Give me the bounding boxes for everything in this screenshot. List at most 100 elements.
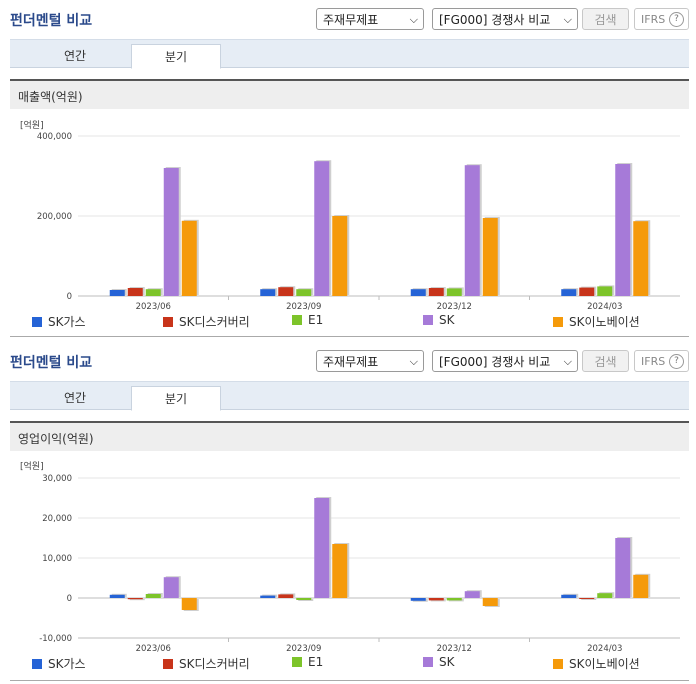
y-tick-label: 30,000	[42, 474, 72, 484]
legend-label: E1	[308, 313, 324, 327]
statement-select[interactable]: 주재무제표 ⌵	[316, 8, 424, 30]
bar-sk-2023-06[interactable]	[163, 577, 179, 598]
bar-e1-2023-09[interactable]	[296, 598, 312, 600]
bar-sk이노베이션-2024-03[interactable]	[633, 574, 649, 598]
bar-sk-2024-03[interactable]	[615, 538, 631, 598]
search-button[interactable]: 검색	[582, 350, 629, 372]
legend-swatch	[292, 657, 302, 667]
panel-header: 펀더멘털 비교 주재무제표 ⌵ [FG000] 경쟁사 비교 ⌵ 검색 IFRS…	[0, 0, 696, 34]
bar-sk-2023-09[interactable]	[314, 498, 330, 598]
x-tick-label: 2023/09	[286, 644, 321, 654]
compare-select[interactable]: [FG000] 경쟁사 비교 ⌵	[432, 350, 578, 372]
bar-sk디스커버리-2023-06[interactable]	[127, 288, 143, 296]
bar-e1-2023-12[interactable]	[446, 598, 462, 601]
search-button[interactable]: 검색	[582, 8, 629, 30]
bar-sk-2023-09[interactable]	[314, 161, 330, 296]
bar-e1-2024-03[interactable]	[597, 286, 613, 296]
legend-label: SK디스커버리	[179, 315, 250, 329]
page-title: 펀더멘털 비교	[10, 13, 93, 29]
legend-item-sk[interactable]: SK	[423, 655, 455, 669]
legend-label: SK가스	[48, 657, 86, 671]
y-tick-label: 20,000	[42, 514, 72, 524]
bar-sk이노베이션-2023-06[interactable]	[181, 598, 197, 610]
tab-quarterly[interactable]: 분기	[131, 44, 221, 69]
legend-item-sk이노베이션[interactable]: SK이노베이션	[553, 655, 640, 672]
bar-sk가스-2024-03[interactable]	[561, 289, 577, 296]
help-icon[interactable]: ?	[669, 354, 684, 369]
bar-sk-2023-12[interactable]	[464, 165, 480, 296]
bar-sk디스커버리-2023-12[interactable]	[428, 598, 444, 601]
legend-label: SK	[439, 313, 455, 327]
chevron-down-icon: ⌵	[409, 355, 418, 368]
help-icon[interactable]: ?	[669, 12, 684, 27]
bar-e1-2023-09[interactable]	[296, 289, 312, 296]
bar-sk가스-2023-09[interactable]	[260, 289, 276, 296]
bar-sk이노베이션-2023-12[interactable]	[482, 598, 498, 606]
bar-sk이노베이션-2023-09[interactable]	[332, 544, 348, 598]
y-tick-label: 200,000	[37, 212, 72, 222]
bar-sk디스커버리-2023-06[interactable]	[127, 598, 143, 600]
x-tick-label: 2023/06	[136, 302, 171, 312]
revenue-chart: 0 200,000 400,000 2023/06 2023/09 2023/12 2024…	[37, 132, 680, 312]
bar-sk이노베이션-2023-12[interactable]	[482, 218, 498, 296]
bar-e1-2023-12[interactable]	[446, 288, 462, 296]
compare-select[interactable]: [FG000] 경쟁사 비교 ⌵	[432, 8, 578, 30]
legend-swatch	[423, 657, 433, 667]
bar-e1-2023-06[interactable]	[145, 289, 161, 296]
compare-select-value: [FG000] 경쟁사 비교	[439, 355, 551, 369]
legend-label: SK가스	[48, 315, 86, 329]
bar-sk디스커버리-2024-03[interactable]	[579, 287, 595, 296]
bar-sk디스커버리-2023-09[interactable]	[278, 287, 294, 296]
bar-sk-2023-12[interactable]	[464, 591, 480, 598]
bar-sk-2024-03[interactable]	[615, 164, 631, 296]
chart-legend: SK가스 SK디스커버리 E1 SK SK이노베이션	[0, 655, 696, 673]
ifrs-label: IFRS	[641, 355, 666, 368]
bar-sk-2023-06[interactable]	[163, 168, 179, 296]
legend-swatch	[32, 659, 42, 669]
legend-item-e1[interactable]: E1	[292, 313, 323, 327]
bar-sk가스-2024-03[interactable]	[561, 594, 577, 598]
bar-sk디스커버리-2024-03[interactable]	[579, 598, 595, 599]
bar-sk이노베이션-2024-03[interactable]	[633, 221, 649, 296]
tab-quarterly[interactable]: 분기	[131, 386, 221, 411]
legend-item-e1[interactable]: E1	[292, 655, 323, 669]
bar-sk가스-2023-06[interactable]	[109, 290, 125, 296]
legend-item-sk가스[interactable]: SK가스	[32, 313, 86, 330]
legend-item-sk이노베이션[interactable]: SK이노베이션	[553, 313, 640, 330]
chart-legend: SK가스 SK디스커버리 E1 SK SK이노베이션	[0, 313, 696, 331]
y-tick-label: 0	[67, 292, 72, 302]
legend-label: E1	[308, 655, 324, 669]
statement-select[interactable]: 주재무제표 ⌵	[316, 350, 424, 372]
bar-e1-2023-06[interactable]	[145, 594, 161, 598]
bar-shadow	[129, 599, 145, 601]
x-tick-label: 2023/12	[437, 302, 472, 312]
legend-swatch	[553, 659, 563, 669]
bar-sk이노베이션-2023-09[interactable]	[332, 216, 348, 296]
bar-e1-2024-03[interactable]	[597, 593, 613, 598]
legend-item-sk가스[interactable]: SK가스	[32, 655, 86, 672]
legend-swatch	[32, 317, 42, 327]
ifrs-button[interactable]: IFRS ?	[634, 8, 689, 30]
tab-annual[interactable]: 연간	[63, 391, 87, 405]
y-tick-label: 0	[67, 594, 72, 604]
y-tick-label: -10,000	[39, 634, 72, 644]
bar-sk이노베이션-2023-06[interactable]	[181, 220, 197, 296]
bar-sk가스-2023-12[interactable]	[410, 598, 426, 601]
period-tabs: 연간 분기	[10, 39, 689, 69]
bar-sk가스-2023-06[interactable]	[109, 594, 125, 598]
unit-label: [억원]	[20, 462, 44, 472]
legend-item-sk디스커버리[interactable]: SK디스커버리	[163, 655, 250, 672]
ifrs-button[interactable]: IFRS ?	[634, 350, 689, 372]
bar-sk디스커버리-2023-09[interactable]	[278, 594, 294, 598]
fundamental-panel-2: 펀더멘털 비교 주재무제표 ⌵ [FG000] 경쟁사 비교 ⌵ 검색 IFRS…	[0, 342, 696, 684]
bar-sk가스-2023-09[interactable]	[260, 595, 276, 598]
tab-annual[interactable]: 연간	[63, 49, 87, 63]
legend-item-sk디스커버리[interactable]: SK디스커버리	[163, 313, 250, 330]
operating-profit-chart: -10,000 0 10,000 20,000 30,000 2023/06 2023/09…	[39, 474, 680, 654]
legend-item-sk[interactable]: SK	[423, 313, 455, 327]
bar-sk가스-2023-12[interactable]	[410, 289, 426, 296]
legend-label: SK	[439, 655, 455, 669]
x-tick-label: 2023/06	[136, 644, 171, 654]
chart-section-header: 매출액(억원)	[10, 79, 689, 109]
bar-sk디스커버리-2023-12[interactable]	[428, 288, 444, 296]
